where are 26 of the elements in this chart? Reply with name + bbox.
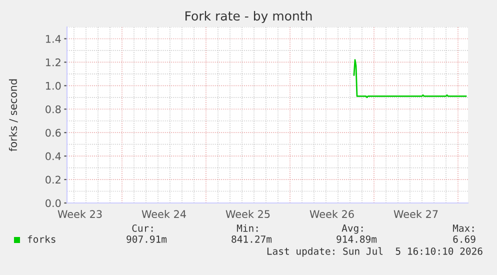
text: Min: xyxy=(236,224,258,232)
x-tick-label: Week 25 xyxy=(226,210,270,218)
text: Avg: xyxy=(342,224,363,234)
y-tick-label: 0.2 xyxy=(46,176,60,184)
y-tick-label: 1.2 xyxy=(46,58,60,66)
y-tick-label: 1.4 xyxy=(46,35,61,43)
x-tick-label: Week 27 xyxy=(394,210,438,218)
y-tick-label: 0.4 xyxy=(46,152,61,160)
text: 841.27m xyxy=(232,235,272,243)
text: 6.69 xyxy=(453,235,476,243)
y-tick-label: 0.6 xyxy=(46,128,61,137)
y-tick-label: 1.0 xyxy=(46,82,61,90)
y-axis-title: forks / second xyxy=(8,79,18,152)
text: Last update: Sun Jul 5 16:10:10 2026 xyxy=(267,247,482,257)
text: 914.89m xyxy=(336,235,377,243)
x-tick-label: Week 24 xyxy=(142,210,186,218)
x-tick-label: Week 26 xyxy=(310,210,354,218)
y-tick-label: 0.0 xyxy=(46,199,61,208)
text: 907.91m xyxy=(126,235,167,243)
y-tick-label: 0.8 xyxy=(46,105,61,114)
line-series xyxy=(353,59,467,98)
x-tick-label: Week 23 xyxy=(58,210,102,218)
legend-label: forks xyxy=(28,235,56,243)
chart-title: Fork rate - by month xyxy=(186,10,312,24)
text: Cur: xyxy=(132,224,153,232)
text: Max: xyxy=(452,224,474,232)
